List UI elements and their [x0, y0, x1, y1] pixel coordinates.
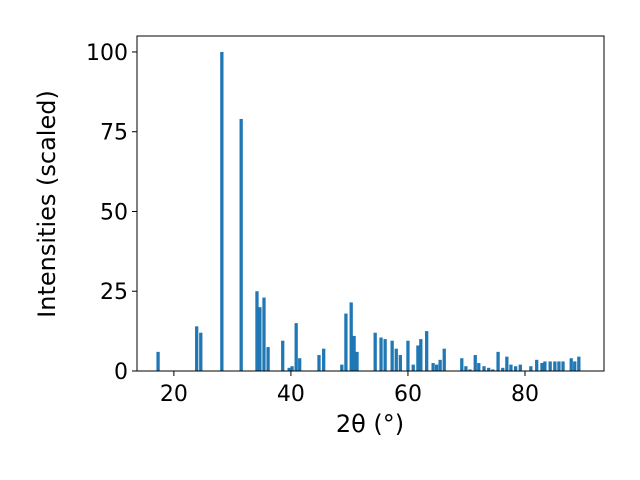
- bar: [477, 363, 481, 371]
- bar: [491, 369, 495, 371]
- bar: [390, 340, 394, 371]
- bar: [460, 358, 464, 371]
- bar: [438, 359, 442, 371]
- y-tick-label: 100: [86, 41, 128, 66]
- y-tick-label: 75: [100, 121, 128, 146]
- bar: [195, 326, 199, 371]
- bar: [513, 366, 518, 371]
- bar: [553, 361, 557, 371]
- bar: [383, 339, 387, 371]
- bar: [487, 367, 491, 371]
- bar: [573, 361, 577, 371]
- bar: [398, 355, 402, 371]
- bar: [431, 363, 435, 371]
- bar: [509, 364, 513, 371]
- bar: [535, 359, 539, 371]
- bar: [518, 364, 522, 371]
- bar: [557, 361, 561, 371]
- bar: [352, 335, 356, 371]
- bar: [349, 302, 353, 371]
- bar: [569, 358, 573, 371]
- bar: [482, 366, 486, 371]
- bar: [501, 367, 505, 371]
- bar: [406, 340, 410, 371]
- bar: [298, 358, 302, 371]
- bar: [262, 297, 266, 371]
- y-axis-label: Intensities (scaled): [33, 90, 61, 318]
- bar: [561, 361, 565, 371]
- bar: [379, 337, 383, 371]
- bar: [394, 348, 398, 371]
- bar: [266, 347, 270, 371]
- x-tick-label: 60: [394, 382, 422, 407]
- y-tick-label: 0: [114, 360, 128, 385]
- y-tick-label: 50: [100, 200, 128, 225]
- bar: [317, 355, 321, 371]
- bar: [419, 339, 423, 371]
- bar: [540, 363, 544, 371]
- bar: [468, 369, 472, 371]
- bar: [355, 351, 359, 371]
- bar: [411, 364, 415, 371]
- bar: [373, 332, 377, 371]
- bar: [543, 361, 547, 371]
- bar: [505, 356, 509, 371]
- x-tick-label: 80: [511, 382, 539, 407]
- bar: [496, 351, 500, 371]
- bar: [156, 351, 160, 371]
- bar: [281, 340, 285, 371]
- bar: [199, 332, 203, 371]
- bar: [255, 291, 259, 371]
- bar: [344, 313, 348, 371]
- bar: [425, 331, 429, 371]
- bar: [473, 355, 477, 371]
- bar: [529, 366, 533, 371]
- bar: [290, 366, 294, 371]
- bar: [548, 361, 552, 371]
- plot-frame: [136, 35, 605, 372]
- bar: [340, 364, 344, 371]
- y-tick-label: 25: [100, 280, 128, 305]
- bar: [287, 367, 291, 371]
- x-axis-label: 2θ (°): [336, 410, 404, 438]
- bar: [464, 366, 468, 371]
- x-tick-label: 40: [277, 382, 305, 407]
- bar: [322, 348, 326, 371]
- bar: [434, 364, 439, 371]
- bar: [258, 307, 262, 371]
- bar: [239, 118, 243, 371]
- bar: [442, 348, 446, 371]
- bar: [294, 323, 298, 371]
- bar: [577, 356, 581, 371]
- bar: [416, 345, 420, 371]
- bar: [220, 51, 224, 371]
- x-tick-label: 20: [160, 382, 188, 407]
